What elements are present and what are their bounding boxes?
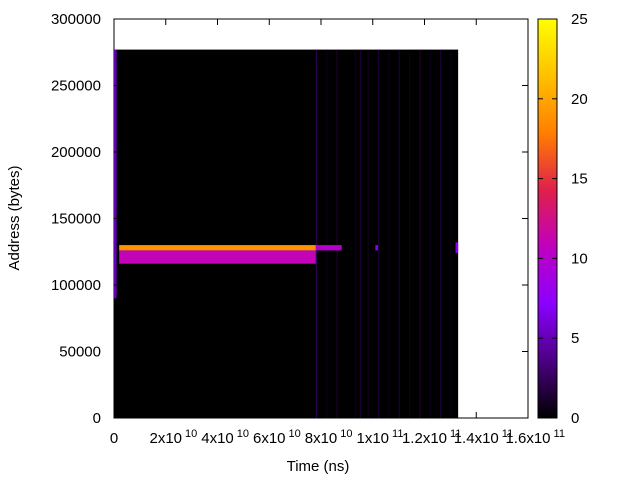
colorbar-axis: 0 5 10 15 20 25	[538, 11, 588, 427]
heatmap-cell	[119, 245, 316, 251]
y-tick-label: 100000	[51, 277, 101, 294]
heatmap-column	[450, 49, 452, 419]
heatmap-cell	[315, 245, 342, 251]
heatmap-cell	[119, 250, 316, 264]
y-tick-label: 150000	[51, 211, 101, 228]
x-tick-exponent: 10	[185, 428, 197, 440]
x-axis-label: Time (ns)	[287, 458, 350, 475]
heatmap-column	[429, 49, 431, 419]
x-tick-exponent: 10	[237, 428, 249, 440]
heatmap-column	[354, 49, 356, 419]
x-tick-exponent: 11	[554, 428, 565, 440]
heatmap-cell	[114, 49, 117, 299]
heatmap-column	[419, 49, 421, 419]
colorbar-tick-label: 15	[571, 171, 588, 188]
heatmap-column	[336, 49, 338, 419]
colorbar	[537, 18, 558, 419]
x-tick-label: 1x10	[356, 430, 389, 447]
y-tick-label: 0	[93, 410, 101, 427]
heatmap-area	[114, 49, 459, 419]
x-tick-label: 0	[110, 430, 118, 447]
heatmap-column	[359, 49, 362, 419]
y-axis-label: Address (bytes)	[6, 165, 23, 270]
x-tick-exponent: 11	[502, 428, 513, 440]
heatmap-column	[326, 49, 328, 419]
heatmap-column	[388, 49, 390, 419]
x-tick-label: 1.2x10	[402, 430, 447, 447]
y-axis: 0 50000 100000 150000 200000 250000 300000	[51, 11, 528, 427]
y-tick-label: 50000	[59, 344, 101, 361]
x-tick-label: 4x10	[201, 430, 234, 447]
colorbar-tick-label: 25	[571, 11, 588, 28]
colorbar-tick-label: 10	[571, 250, 588, 267]
heatmap-column	[367, 49, 369, 419]
heatmap-column	[398, 49, 400, 419]
heatmap-cell	[375, 245, 378, 251]
x-tick-label: 1.6x10	[505, 430, 550, 447]
colorbar-tick-label: 5	[571, 330, 579, 347]
y-tick-label: 250000	[51, 78, 101, 95]
x-tick-label: 6x10	[253, 430, 286, 447]
y-tick-label: 200000	[51, 144, 101, 161]
x-tick-exponent: 11	[450, 428, 461, 440]
colorbar-tick-label: 20	[571, 91, 588, 108]
x-tick-label: 1.4x10	[454, 430, 499, 447]
heatmap-column	[440, 49, 442, 419]
x-tick-exponent: 11	[392, 428, 403, 440]
x-axis: 0 2x10 10 4x10 10 6x10 10 8x10 10 1x10 111.2x10 111…	[110, 19, 565, 447]
colorbar-tick-label: 0	[571, 410, 579, 427]
x-tick-exponent: 10	[289, 428, 301, 440]
x-tick-label: 8x10	[305, 430, 338, 447]
heatmap-column	[408, 49, 411, 419]
heatmap-column	[377, 49, 380, 419]
heatmap-background	[114, 49, 459, 419]
heatmap-cell	[455, 242, 459, 254]
x-tick-label: 2x10	[149, 430, 182, 447]
x-tick-exponent: 10	[340, 428, 352, 440]
heatmap-column	[315, 49, 318, 419]
y-tick-label: 300000	[51, 11, 101, 28]
